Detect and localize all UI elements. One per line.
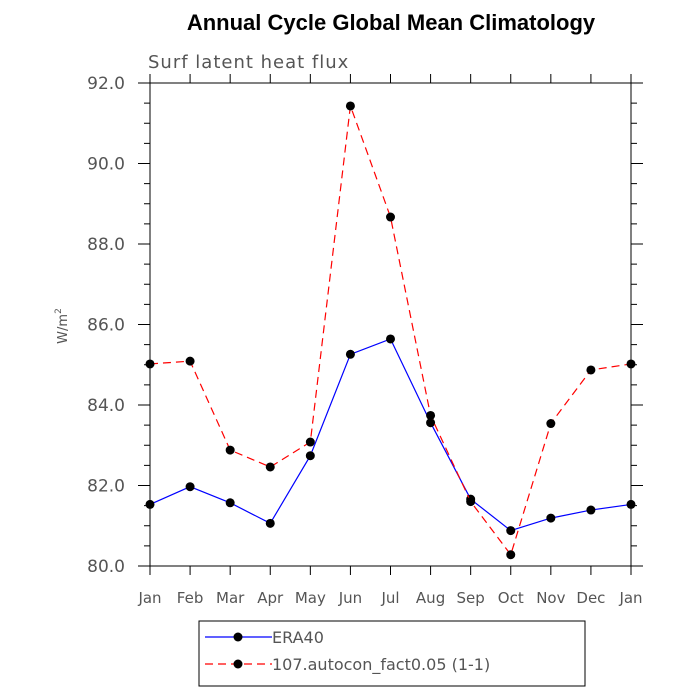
data-point-1 (626, 359, 636, 369)
x-tick-label: Nov (536, 589, 565, 607)
data-point-0 (506, 526, 516, 536)
x-tick-label: Feb (177, 589, 204, 607)
x-tick-label: Jun (338, 589, 362, 607)
x-tick-label: Dec (576, 589, 605, 607)
y-axis-label-superscript: 2 (54, 308, 64, 314)
data-point-1 (426, 410, 436, 420)
chart-title: Annual Cycle Global Mean Climatology (187, 10, 596, 35)
data-point-1 (185, 356, 195, 366)
plot-frame (149, 82, 632, 567)
legend-label-autocon: 107.autocon_fact0.05 (1-1) (272, 655, 490, 675)
legend-marker-autocon (233, 659, 243, 669)
data-point-0 (386, 334, 395, 344)
x-tick-label: Jan (618, 589, 642, 607)
data-point-1 (506, 550, 516, 560)
x-tick-label: Jan (137, 589, 161, 607)
x-tick-label: Aug (416, 589, 445, 607)
y-tick-label: 92.0 (87, 74, 125, 94)
data-point-1 (305, 437, 315, 447)
y-tick-label: 80.0 (87, 557, 125, 577)
data-point-0 (426, 418, 436, 428)
data-point-0 (586, 505, 596, 515)
legend-label-era40: ERA40 (272, 628, 324, 647)
y-axis-label: W/m2 (54, 308, 71, 344)
y-tick-label: 86.0 (87, 316, 125, 336)
data-point-0 (225, 498, 235, 508)
x-tick-label: Sep (457, 589, 485, 607)
series-line-1 (149, 105, 632, 557)
svg-text:W/m2: W/m2 (54, 308, 71, 344)
x-tick-labels: Jan Feb Mar Apr May Jun Jul Aug Sep Oct Nov Dec Jan (137, 589, 642, 607)
y-tick-label: 84.0 (87, 396, 125, 416)
data-point-1 (586, 365, 596, 375)
y-axis-label-text: W/m (56, 314, 71, 344)
data-point-1 (546, 419, 556, 429)
data-point-0 (305, 451, 315, 461)
data-point-1 (225, 445, 235, 455)
legend-box (198, 620, 586, 687)
data-point-1 (466, 497, 476, 507)
legend: ERA40 107.autocon_fact0.05 (1-1) (198, 620, 586, 687)
x-tick-label: Mar (216, 589, 245, 607)
x-tick-label: Apr (257, 589, 284, 607)
y-tick-label: 88.0 (87, 235, 125, 255)
data-point-1 (265, 462, 275, 472)
series-group (145, 101, 636, 560)
x-tick-label: Jul (380, 589, 399, 607)
data-point-0 (145, 499, 155, 509)
data-point-0 (265, 518, 275, 528)
y-tick-label: 90.0 (87, 155, 125, 175)
data-point-0 (185, 482, 195, 492)
y-tick-label: 82.0 (87, 477, 125, 497)
y-tick-labels: 80.0 82.0 84.0 86.0 88.0 90.0 92.0 (87, 74, 125, 577)
legend-marker-era40 (233, 632, 243, 642)
x-tick-label: May (295, 589, 326, 607)
series-line-0 (149, 338, 632, 532)
data-point-1 (386, 212, 395, 222)
data-point-0 (626, 499, 636, 509)
data-point-1 (345, 101, 355, 111)
data-point-0 (345, 349, 355, 359)
data-point-0 (546, 513, 556, 523)
x-tick-label: Oct (498, 589, 524, 607)
chart-subtitle: Surf latent heat flux (148, 52, 349, 73)
data-point-1 (145, 359, 155, 369)
axis-ticks (138, 74, 643, 575)
